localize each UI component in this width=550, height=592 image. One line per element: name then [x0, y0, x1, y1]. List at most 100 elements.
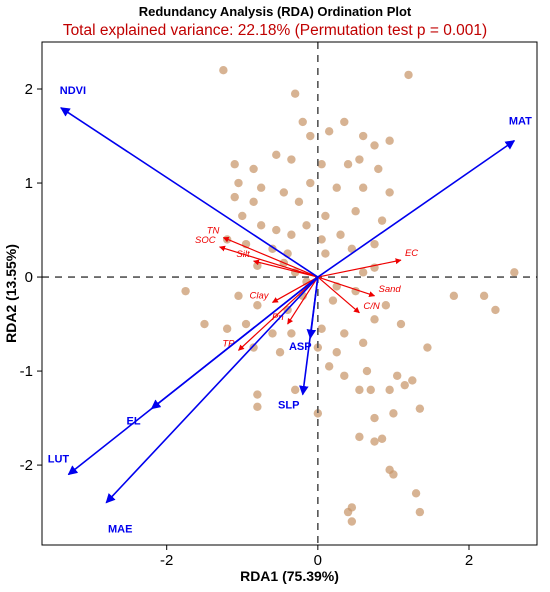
site-point [321, 249, 330, 258]
axes: -2 0 2 2 1 0 -1 -2 [20, 81, 474, 569]
site-point [370, 141, 379, 150]
soil-arrow-label: Sand [379, 284, 402, 295]
site-point [249, 164, 258, 174]
site-point [343, 160, 353, 169]
site-point [411, 489, 421, 498]
environment-arrow [105, 276, 319, 504]
environment-arrow-label: LUT [48, 453, 70, 465]
site-point [332, 348, 341, 357]
site-point [332, 183, 341, 192]
site-point [392, 371, 402, 380]
soil-arrow [253, 259, 318, 278]
site-point [290, 89, 300, 98]
site-point [222, 324, 232, 333]
x-tick-label: -2 [160, 552, 173, 569]
site-point [200, 319, 209, 329]
site-point [294, 197, 304, 207]
site-point [351, 207, 360, 216]
site-point [253, 301, 262, 310]
site-point [279, 188, 289, 197]
site-point [321, 211, 330, 221]
soil-arrow-label: C/N [363, 301, 380, 312]
site-point [306, 178, 315, 188]
soil-arrow [222, 236, 319, 278]
site-point [355, 432, 364, 442]
environment-arrow-label: EL [127, 416, 141, 428]
site-point [370, 437, 379, 446]
site-point [374, 164, 383, 174]
site-point [347, 517, 357, 526]
site-point [290, 385, 300, 395]
site-point [306, 131, 315, 141]
site-point [256, 221, 266, 230]
site-point [340, 371, 349, 380]
soil-arrow [271, 276, 319, 303]
site-point [219, 66, 228, 75]
site-point [381, 301, 391, 310]
site-point [241, 319, 251, 329]
site-point [408, 376, 417, 385]
site-point [423, 343, 432, 352]
environment-arrow-label: SLP [278, 400, 299, 412]
site-point [238, 211, 247, 221]
site-point [370, 239, 379, 249]
site-point [343, 507, 353, 517]
y-tick-label: 0 [25, 269, 33, 286]
site-point [268, 329, 277, 338]
environment-arrow-label: NDVI [60, 85, 86, 97]
site-point [324, 127, 334, 136]
soil-arrow-label: Clay [249, 290, 269, 301]
site-point [415, 404, 425, 413]
site-point [287, 155, 296, 164]
site-point [287, 230, 296, 239]
site-point [302, 221, 311, 230]
site-point [377, 434, 387, 443]
y-axis-label: RDA2 (13.55%) [3, 244, 19, 343]
site-point [400, 380, 409, 390]
y-tick-label: -1 [20, 363, 33, 380]
site-point [253, 402, 262, 411]
site-point [272, 225, 281, 235]
zero-lines [42, 42, 537, 545]
site-point [249, 197, 258, 207]
environment-arrow [60, 107, 319, 278]
site-point [491, 305, 500, 315]
site-point [385, 136, 394, 145]
site-point [389, 470, 398, 479]
y-tick-label: 1 [25, 175, 33, 192]
site-point [358, 131, 368, 141]
site-point [385, 385, 394, 395]
environment-arrows: NDVI MAT LUT MAE EL ASP SLP [48, 85, 532, 536]
soil-arrow-label: TN [207, 226, 220, 237]
site-point [415, 507, 425, 517]
site-point [389, 409, 398, 418]
site-point [370, 315, 379, 324]
site-point [275, 348, 285, 357]
soil-arrow [317, 276, 376, 297]
site-point [449, 291, 459, 301]
environment-arrow-label: ASP [289, 341, 312, 353]
soil-arrow-label: Silt [236, 249, 250, 260]
site-point [317, 160, 326, 169]
site-point [479, 291, 489, 301]
soil-arrow [287, 276, 319, 325]
site-point [234, 291, 243, 301]
site-points [181, 66, 519, 526]
site-point [404, 70, 413, 80]
site-point [256, 183, 266, 192]
soil-arrow [317, 258, 402, 278]
soil-arrow [238, 276, 319, 351]
site-point [347, 244, 357, 254]
plot-frame [41, 41, 538, 546]
y-tick-label: -2 [20, 457, 33, 474]
site-point [358, 268, 368, 277]
site-point [230, 160, 239, 169]
y-tick-label: 2 [25, 81, 33, 98]
environment-arrow-label: MAE [108, 524, 132, 536]
site-point [510, 268, 519, 277]
site-point [298, 117, 307, 127]
site-point [317, 235, 326, 244]
chart-subtitle: Total explained variance: 22.18% (Permut… [62, 22, 488, 39]
site-point [396, 319, 406, 329]
